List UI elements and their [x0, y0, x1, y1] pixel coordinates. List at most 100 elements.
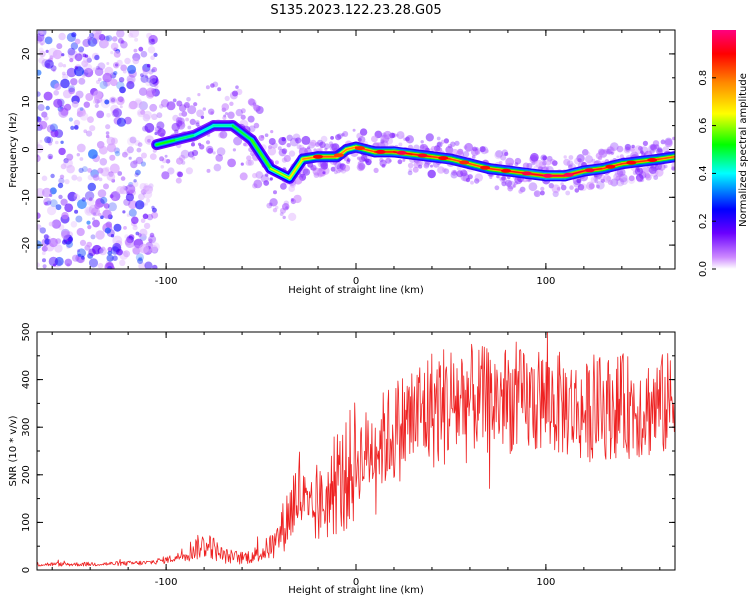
noise-blob — [140, 50, 148, 58]
halo-blob — [165, 159, 171, 164]
halo-blob — [464, 142, 474, 152]
colorbar: 0.0 0.2 0.4 0.6 0.8 Normalized spectral ampl… — [698, 30, 749, 277]
halo-blob — [200, 115, 205, 120]
halo-blob — [450, 141, 456, 147]
halo-blob — [649, 149, 655, 155]
noise-blob — [140, 161, 146, 167]
noise-blob — [71, 100, 79, 108]
noise-blob — [142, 69, 149, 76]
halo-blob — [437, 142, 442, 147]
halo-blob — [215, 154, 223, 162]
halo-blob — [335, 134, 342, 141]
halo-blob — [419, 144, 425, 149]
halo-blob — [470, 180, 474, 185]
halo-blob — [212, 151, 216, 155]
halo-blob — [615, 175, 621, 181]
halo-blob — [222, 115, 227, 120]
noise-blob — [92, 67, 97, 72]
halo-blob — [191, 156, 196, 160]
noise-blob — [148, 183, 154, 189]
halo-blob — [606, 146, 616, 156]
halo-blob — [623, 146, 631, 154]
noise-blob — [135, 156, 144, 165]
halo-blob — [193, 102, 198, 107]
noise-blob — [103, 183, 109, 190]
halo-blob — [610, 142, 619, 151]
noise-blob — [73, 119, 81, 127]
halo-blob — [430, 164, 433, 168]
halo-blob — [252, 104, 259, 110]
noise-blob — [49, 193, 53, 197]
noise-blob — [105, 131, 110, 135]
noise-blob — [56, 43, 63, 50]
noise-blob — [92, 219, 100, 228]
halo-blob — [395, 133, 399, 137]
ridge-segment — [250, 139, 272, 170]
halo-blob — [574, 157, 581, 165]
halo-blob — [565, 190, 571, 196]
ridge-hotspot — [501, 168, 511, 173]
halo-blob — [247, 115, 255, 123]
halo-blob — [606, 146, 614, 154]
noise-blob — [101, 40, 110, 48]
noise-blob — [37, 116, 42, 123]
noise-blob — [138, 101, 148, 111]
halo-blob — [240, 162, 244, 166]
halo-blob — [156, 131, 161, 136]
halo-blob — [423, 162, 430, 169]
noise-blob — [87, 168, 92, 173]
halo-blob — [365, 158, 372, 166]
noise-blob — [140, 190, 144, 194]
noise-blob — [67, 47, 76, 56]
halo-blob — [279, 212, 284, 217]
halo-blob — [418, 164, 423, 169]
noise-blob — [105, 35, 113, 42]
spectrogram-ytick-label: 10 — [21, 95, 32, 108]
halo-blob — [579, 183, 588, 191]
noise-blob — [60, 198, 68, 206]
noise-blob — [94, 202, 101, 210]
halo-blob — [514, 162, 519, 167]
halo-blob — [219, 130, 228, 139]
noise-blob — [40, 42, 44, 46]
noise-blob — [133, 179, 137, 183]
halo-blob — [427, 169, 436, 179]
noise-blob — [92, 217, 95, 221]
noise-blob — [137, 142, 143, 148]
halo-blob — [500, 176, 508, 184]
halo-blob — [443, 138, 449, 144]
halo-blob — [408, 168, 413, 173]
noise-blob — [128, 102, 135, 110]
colorbar-ticks: 0.0 0.2 0.4 0.6 0.8 — [698, 70, 716, 277]
noise-blob — [140, 74, 149, 83]
halo-blob — [504, 151, 509, 157]
halo-blob — [281, 148, 288, 154]
noise-blob — [73, 125, 79, 130]
noise-blob — [59, 174, 65, 179]
noise-blob — [43, 115, 49, 121]
noise-blob — [106, 113, 111, 118]
halo-blob — [534, 191, 539, 196]
noise-blob — [37, 188, 45, 197]
noise-blob — [114, 150, 121, 157]
noise-blob — [90, 234, 96, 240]
halo-blob — [282, 215, 286, 220]
halo-blob — [654, 168, 664, 177]
noise-blob — [71, 32, 77, 38]
snr-xtick-label: -100 — [155, 577, 178, 588]
noise-blob — [112, 242, 122, 252]
halo-blob — [585, 155, 593, 164]
halo-blob — [278, 148, 287, 157]
halo-blob — [658, 163, 666, 171]
halo-blob — [498, 176, 503, 181]
noise-blob — [103, 203, 110, 209]
noise-blob — [96, 110, 105, 119]
halo-blob — [157, 128, 166, 137]
halo-blob — [379, 159, 387, 167]
noise-blob — [76, 255, 85, 264]
noise-blob — [64, 258, 73, 267]
ridge-segment — [345, 146, 357, 151]
ridge-hotspot — [333, 153, 344, 158]
halo-blob — [396, 131, 405, 140]
